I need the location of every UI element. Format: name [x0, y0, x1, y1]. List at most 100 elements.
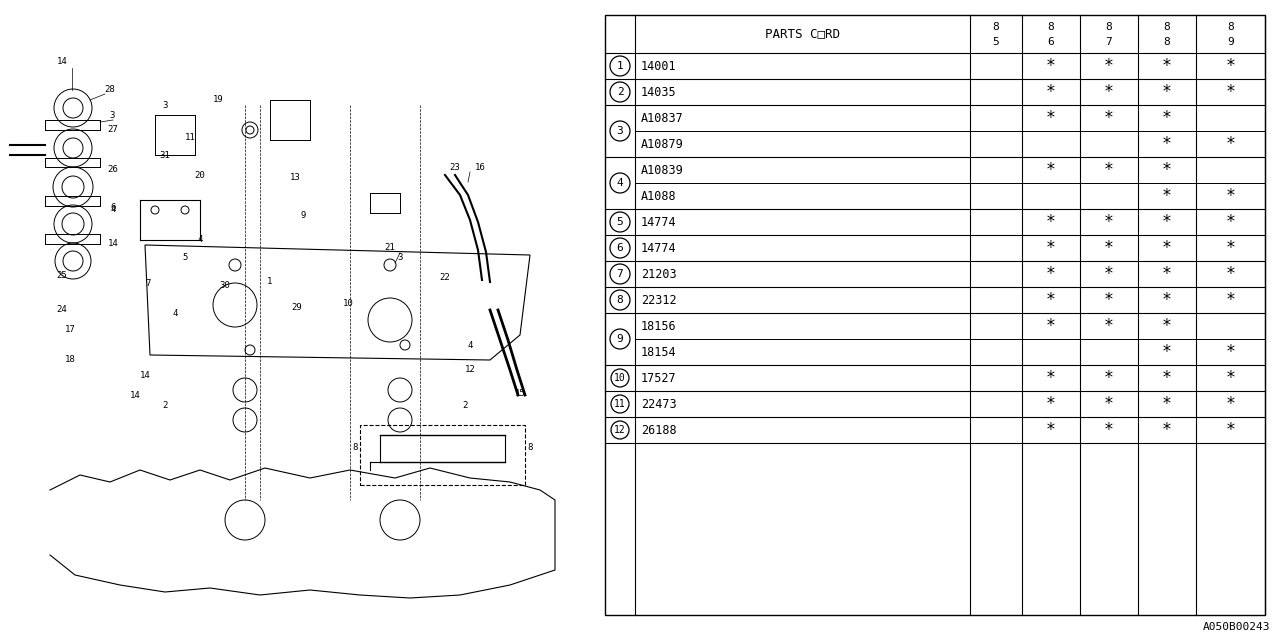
Text: *: *: [1103, 239, 1114, 257]
Text: 5: 5: [182, 253, 188, 262]
Text: 9: 9: [301, 211, 306, 220]
Text: 8: 8: [1164, 37, 1170, 47]
Text: *: *: [1162, 395, 1172, 413]
Text: 8: 8: [1228, 22, 1234, 32]
Text: A10837: A10837: [641, 111, 684, 125]
Text: 8: 8: [1106, 22, 1112, 32]
Text: *: *: [1046, 265, 1056, 283]
Text: 17527: 17527: [641, 371, 677, 385]
Text: A050B00243: A050B00243: [1202, 622, 1270, 632]
Text: *: *: [1162, 291, 1172, 309]
Text: 14035: 14035: [641, 86, 677, 99]
Text: 13: 13: [289, 173, 301, 182]
Text: 8: 8: [617, 295, 623, 305]
Bar: [360, 425, 525, 485]
Text: 4: 4: [197, 236, 202, 244]
Text: *: *: [1046, 317, 1056, 335]
Text: *: *: [1103, 213, 1114, 231]
Text: A10879: A10879: [641, 138, 684, 150]
Text: 10: 10: [614, 373, 626, 383]
Text: *: *: [1046, 83, 1056, 101]
Text: 22473: 22473: [641, 397, 677, 410]
Text: *: *: [1103, 369, 1114, 387]
Text: 7: 7: [617, 269, 623, 279]
Text: 30: 30: [220, 280, 230, 289]
Text: *: *: [1225, 239, 1235, 257]
Text: 4: 4: [467, 340, 472, 349]
Text: 8: 8: [352, 444, 357, 452]
Text: 3: 3: [617, 126, 623, 136]
Text: 1: 1: [268, 278, 273, 287]
Text: *: *: [1162, 187, 1172, 205]
Text: PARTS C□RD: PARTS C□RD: [765, 28, 840, 40]
Text: 14: 14: [56, 58, 68, 67]
Text: 3: 3: [397, 253, 403, 262]
Text: 22: 22: [439, 273, 451, 282]
Text: *: *: [1103, 161, 1114, 179]
Text: 25: 25: [56, 271, 68, 280]
Text: *: *: [1046, 213, 1056, 231]
Text: 14: 14: [129, 390, 141, 399]
Text: *: *: [1103, 421, 1114, 439]
Text: *: *: [1162, 109, 1172, 127]
Text: *: *: [1046, 161, 1056, 179]
Text: 10: 10: [343, 298, 353, 307]
Text: 8: 8: [527, 444, 532, 452]
Text: 12: 12: [465, 365, 475, 374]
Text: 18154: 18154: [641, 346, 677, 358]
Text: *: *: [1225, 187, 1235, 205]
Text: 2: 2: [617, 87, 623, 97]
Text: 6: 6: [617, 243, 623, 253]
Text: 4: 4: [110, 205, 115, 214]
Text: 6: 6: [1047, 37, 1055, 47]
Text: *: *: [1046, 369, 1056, 387]
Text: *: *: [1225, 213, 1235, 231]
Text: *: *: [1162, 369, 1172, 387]
Text: 26188: 26188: [641, 424, 677, 436]
Text: 2: 2: [462, 401, 467, 410]
Text: 5: 5: [617, 217, 623, 227]
Text: 7: 7: [1106, 37, 1112, 47]
Text: 9: 9: [617, 334, 623, 344]
Text: *: *: [1225, 135, 1235, 153]
Text: *: *: [1162, 265, 1172, 283]
Text: 28: 28: [105, 86, 115, 95]
Text: 18156: 18156: [641, 319, 677, 333]
Text: 24: 24: [56, 305, 68, 314]
Text: 14: 14: [108, 239, 118, 248]
Text: *: *: [1162, 213, 1172, 231]
Text: 20: 20: [195, 170, 205, 179]
Text: *: *: [1046, 57, 1056, 75]
Text: *: *: [1162, 57, 1172, 75]
Text: 29: 29: [292, 303, 302, 312]
Text: 16: 16: [475, 163, 485, 173]
Text: 9: 9: [1228, 37, 1234, 47]
Text: 17: 17: [64, 326, 76, 335]
Text: *: *: [1103, 317, 1114, 335]
Text: 8: 8: [1164, 22, 1170, 32]
Text: *: *: [1046, 421, 1056, 439]
Text: 6: 6: [110, 202, 115, 211]
Text: 11: 11: [184, 134, 196, 143]
Text: 14774: 14774: [641, 241, 677, 255]
Text: 19: 19: [212, 95, 224, 104]
Text: 22312: 22312: [641, 294, 677, 307]
Text: *: *: [1225, 57, 1235, 75]
Text: 11: 11: [614, 399, 626, 409]
Text: 3: 3: [163, 100, 168, 109]
Text: 5: 5: [992, 37, 1000, 47]
Text: *: *: [1225, 395, 1235, 413]
Text: *: *: [1046, 291, 1056, 309]
Text: *: *: [1225, 421, 1235, 439]
Text: *: *: [1162, 161, 1172, 179]
Text: *: *: [1103, 83, 1114, 101]
Text: *: *: [1225, 83, 1235, 101]
Text: 8: 8: [992, 22, 1000, 32]
Text: *: *: [1103, 57, 1114, 75]
Text: 3: 3: [109, 111, 115, 120]
Text: *: *: [1103, 265, 1114, 283]
Text: 14001: 14001: [641, 60, 677, 72]
Text: *: *: [1046, 109, 1056, 127]
Text: 21203: 21203: [641, 268, 677, 280]
Text: 7: 7: [146, 280, 151, 289]
